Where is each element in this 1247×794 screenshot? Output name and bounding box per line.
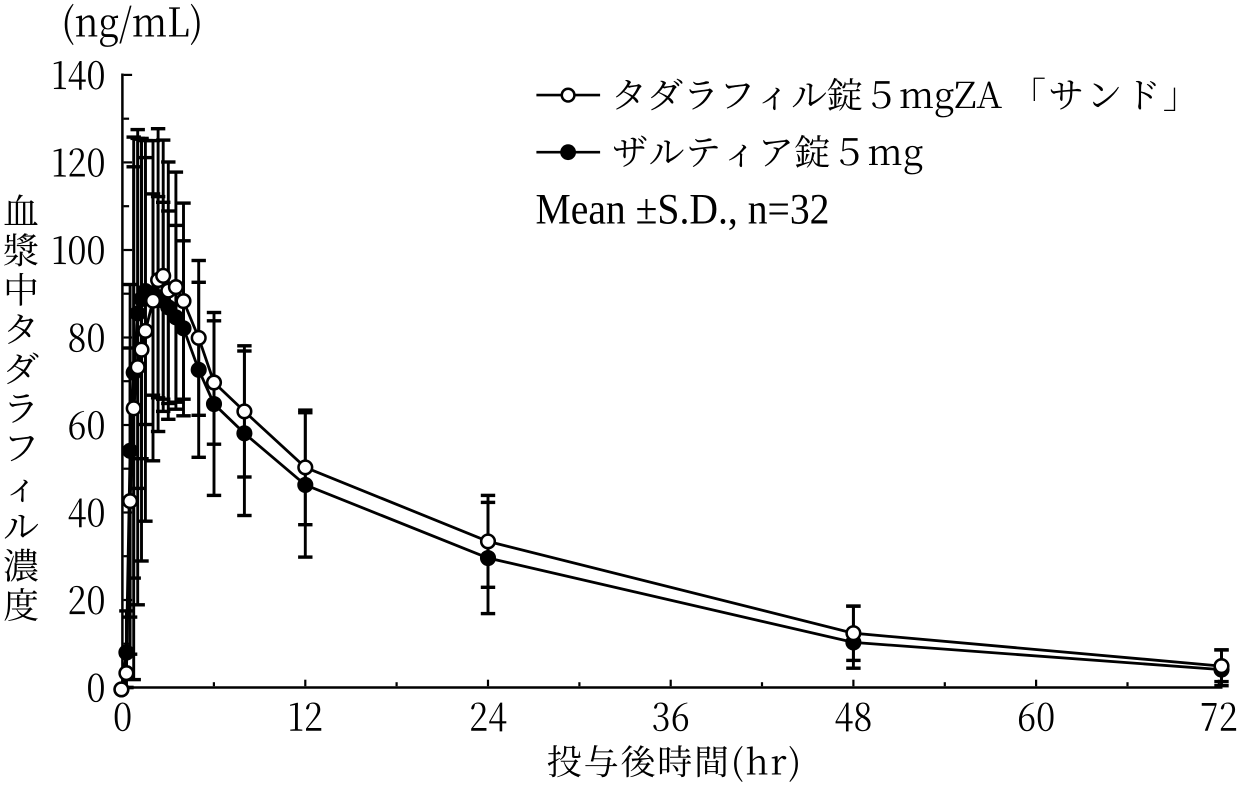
svg-text:Mean ±S.D., n=32: Mean ±S.D., n=32 (536, 185, 830, 233)
